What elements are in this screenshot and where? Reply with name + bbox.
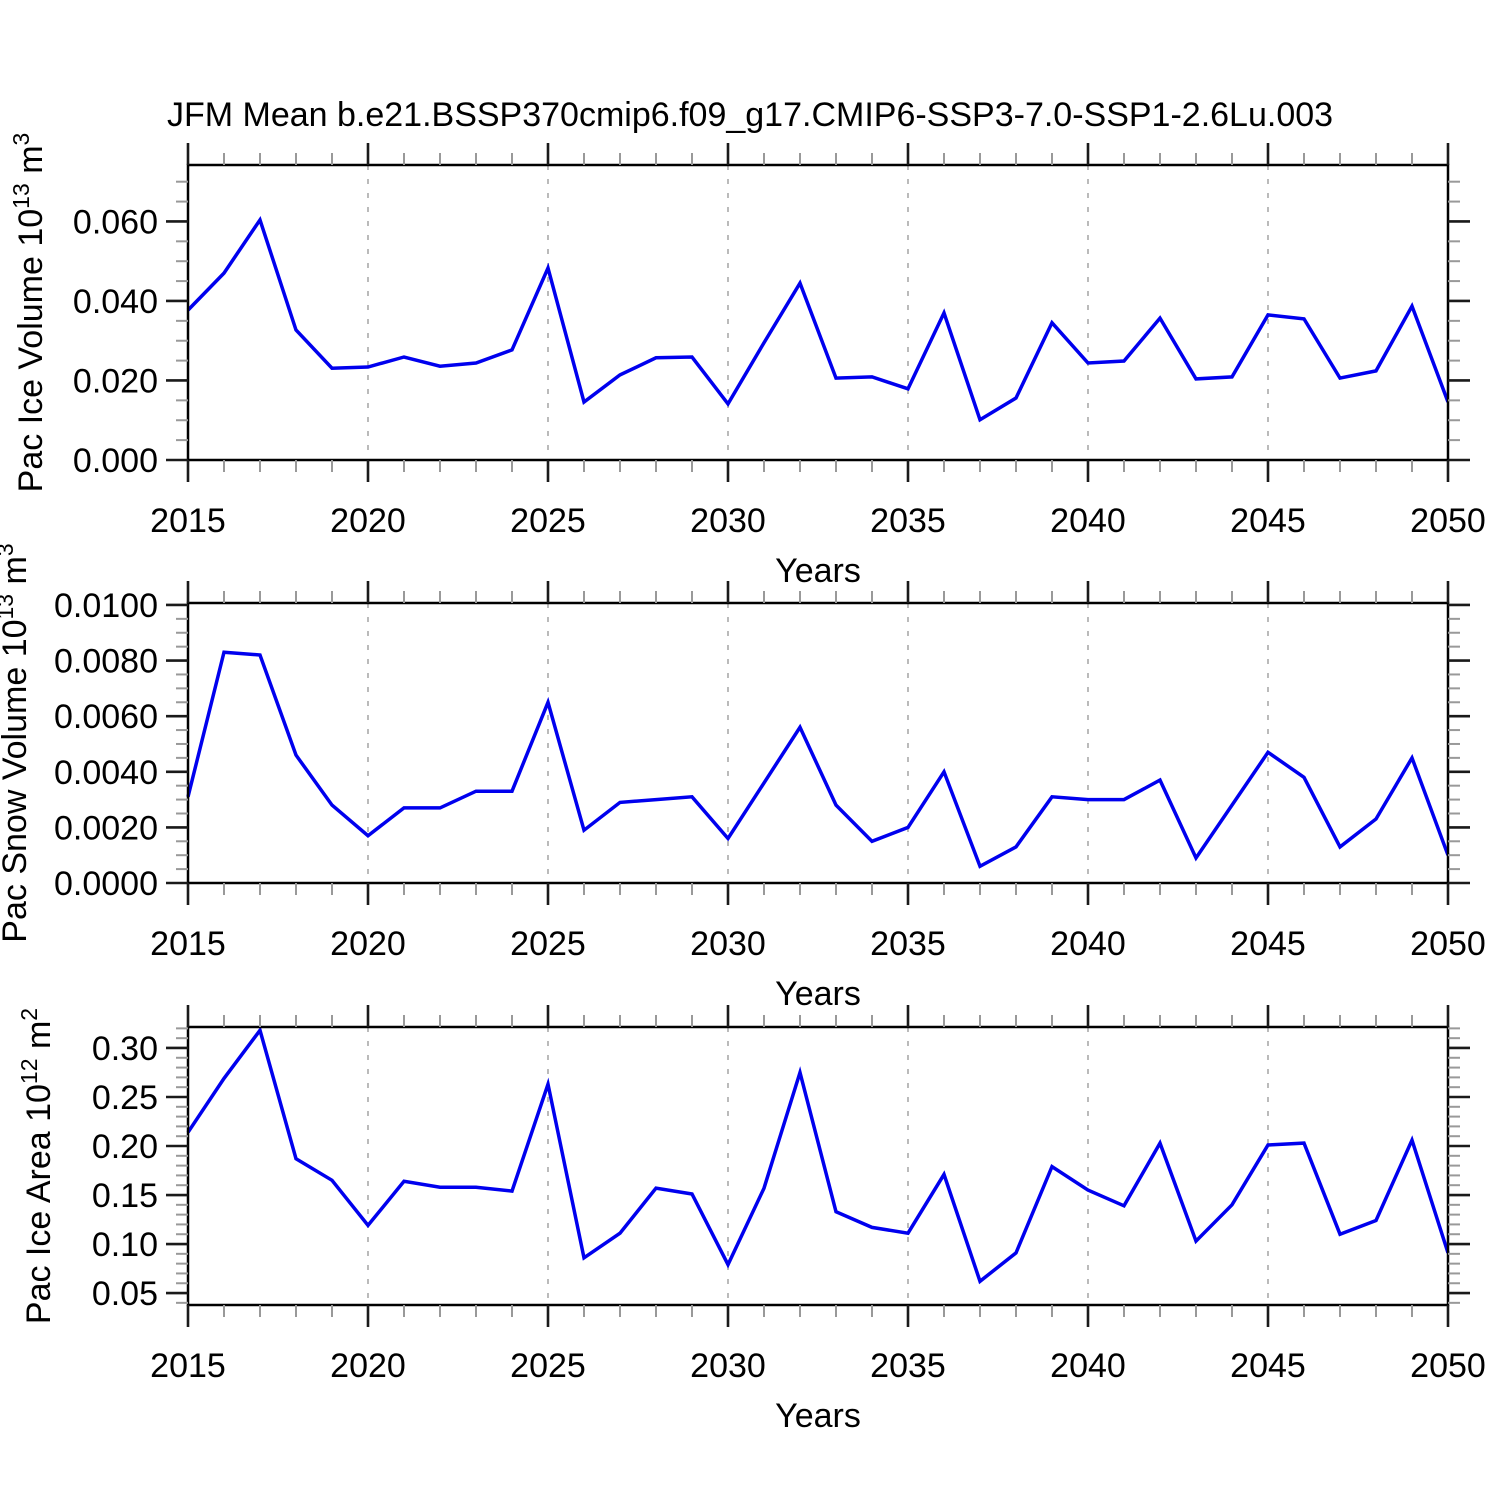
series-line — [186, 650, 1450, 869]
y-tick-label: 0.020 — [73, 362, 158, 400]
x-tick-label: 2025 — [510, 502, 586, 540]
y-tick-label: 0.040 — [73, 283, 158, 321]
x-tick-label: 2015 — [150, 925, 226, 963]
figure-title: JFM Mean b.e21.BSSP370cmip6.f09_g17.CMIP… — [166, 96, 1334, 134]
plot-frame — [186, 601, 1450, 885]
series-line — [186, 1026, 1450, 1285]
x-tick-label: 2030 — [690, 925, 766, 963]
x-tick-label: 2030 — [690, 502, 766, 540]
y-axis-title: Pac Ice Area 1012 m2 — [16, 1008, 58, 1324]
x-tick-label: 2015 — [150, 1347, 226, 1385]
x-tick-label: 2020 — [330, 1347, 406, 1385]
y-tick-label: 0.20 — [92, 1128, 158, 1166]
x-axis-title: Years — [775, 975, 861, 1013]
x-tick-label: 2020 — [330, 502, 406, 540]
x-tick-label: 2030 — [690, 1347, 766, 1385]
y-tick-label: 0.0100 — [54, 587, 158, 625]
y-tick-label: 0.0040 — [54, 754, 158, 792]
y-tick-label: 0.05 — [92, 1275, 158, 1313]
x-tick-label: 2035 — [870, 1347, 946, 1385]
x-tick-label: 2015 — [150, 502, 226, 540]
y-axis-title: Pac Snow Volume 1013 m3 — [0, 543, 34, 942]
series-line — [186, 215, 1450, 423]
y-tick-label: 0.060 — [73, 203, 158, 241]
panel-3-pac-ice-area-10-12-m-2: 2015 2020 2025 2030 2035 2040 2045 2050 0.05 0.10… — [16, 1005, 1486, 1435]
y-tick-label: 0.30 — [92, 1030, 158, 1068]
x-tick-label: 2045 — [1230, 502, 1306, 540]
x-tick-label: 2025 — [510, 1347, 586, 1385]
x-tick-label: 2025 — [510, 925, 586, 963]
y-tick-label: 0.0080 — [54, 643, 158, 681]
x-axis-title: Years — [775, 552, 861, 590]
x-tick-label: 2045 — [1230, 925, 1306, 963]
x-tick-label: 2045 — [1230, 1347, 1306, 1385]
x-tick-label: 2050 — [1410, 1347, 1486, 1385]
plot-frame — [186, 1025, 1450, 1307]
x-tick-label: 2050 — [1410, 925, 1486, 963]
x-tick-label: 2040 — [1050, 502, 1126, 540]
panel-2-pac-snow-volume-10-13-m-3: 2015 2020 2025 2030 2035 2040 2045 2050 0.0000 0.… — [0, 543, 1486, 1013]
y-tick-label: 0.0060 — [54, 698, 158, 736]
y-axis-title: Pac Ice Volume 1013 m3 — [8, 133, 50, 493]
x-axis-title: Years — [775, 1397, 861, 1435]
x-tick-label: 2040 — [1050, 1347, 1126, 1385]
x-tick-label: 2040 — [1050, 925, 1126, 963]
plot-frame — [186, 163, 1450, 462]
y-tick-label: 0.0020 — [54, 809, 158, 847]
panel-1-pac-ice-volume-10-13-m-3: 2015 2020 2025 2030 2035 2040 2045 2050 0.000 0.0… — [8, 133, 1486, 590]
y-tick-label: 0.0000 — [54, 865, 158, 903]
y-tick-label: 0.000 — [73, 442, 158, 480]
y-tick-label: 0.15 — [92, 1177, 158, 1215]
x-tick-label: 2035 — [870, 925, 946, 963]
y-tick-label: 0.25 — [92, 1079, 158, 1117]
y-tick-label: 0.10 — [92, 1226, 158, 1264]
x-tick-label: 2050 — [1410, 502, 1486, 540]
x-tick-label: 2035 — [870, 502, 946, 540]
x-tick-label: 2020 — [330, 925, 406, 963]
